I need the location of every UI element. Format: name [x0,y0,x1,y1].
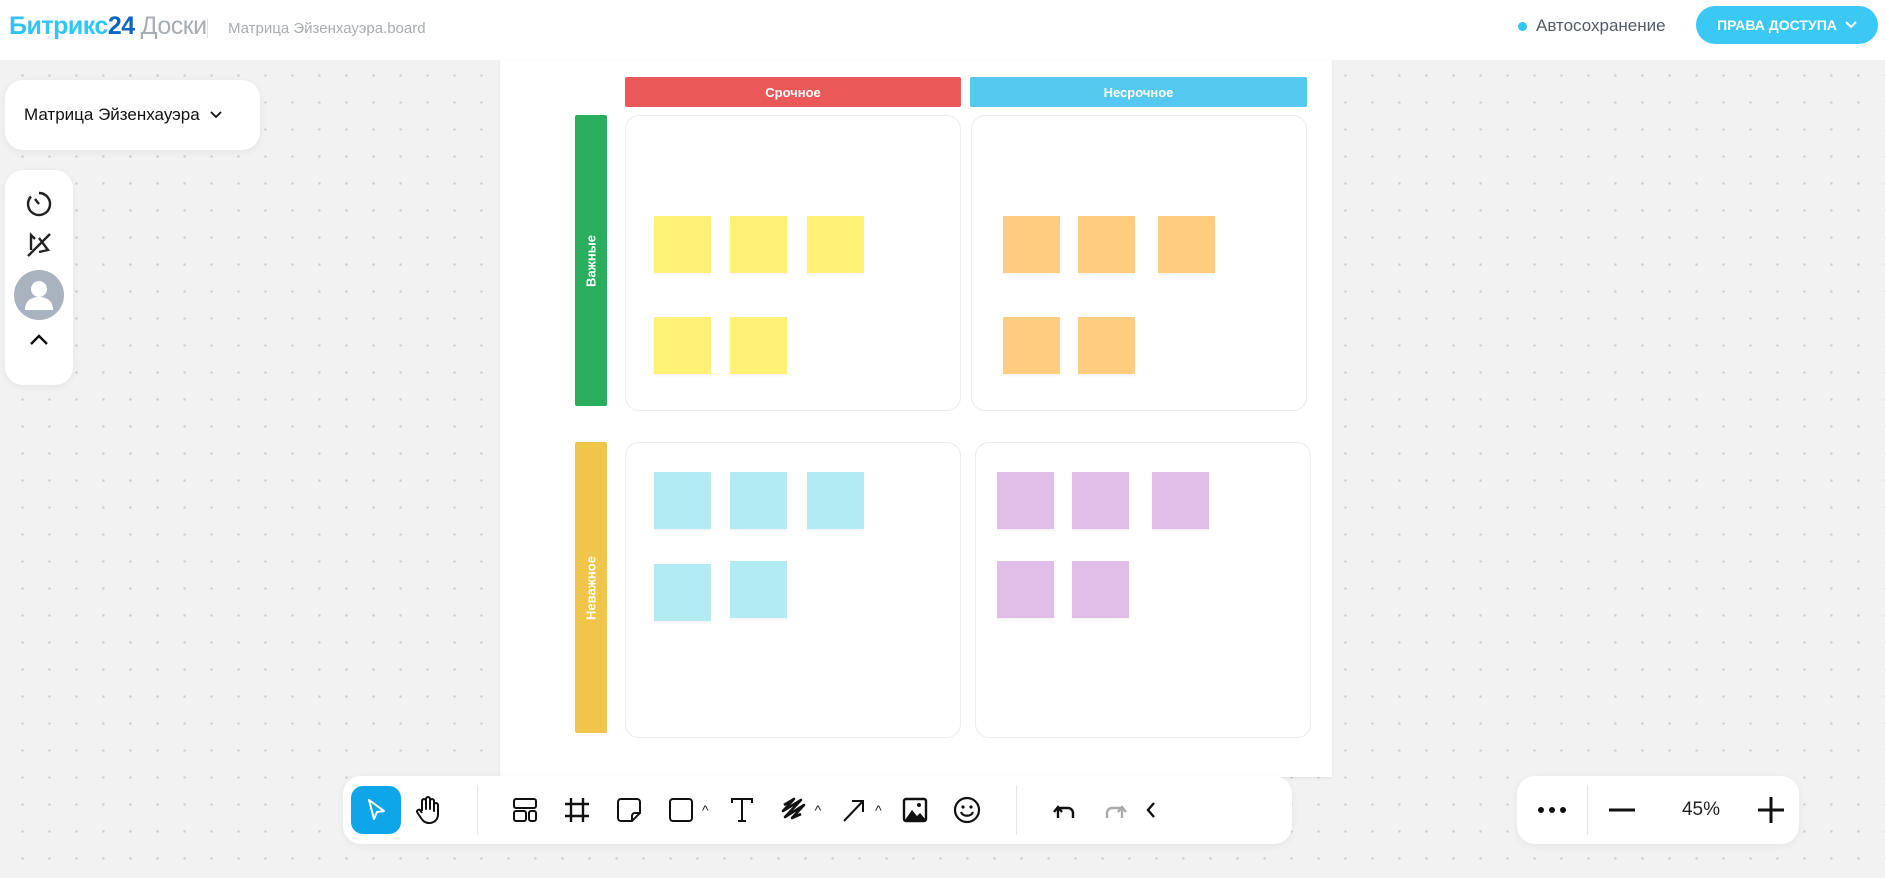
autosave-label: Автосохранение [1536,16,1666,35]
avatar[interactable] [14,270,64,320]
chevron-down-icon [210,111,222,119]
layout-icon [513,798,537,822]
sticky-note[interactable] [654,472,711,529]
collapse-up-icon[interactable] [29,334,49,346]
hand-icon [416,796,439,824]
sticky-note[interactable] [807,216,864,273]
arrow-icon [843,800,865,822]
sticky-note[interactable] [1152,472,1209,529]
chevron-left-icon [1146,802,1155,818]
sticky-note[interactable] [730,216,787,273]
row-label: Неважное [583,555,599,620]
plus-icon [1758,797,1784,823]
undo-button[interactable] [1039,786,1089,834]
board-selector-label: Матрица Эйзенхауэра [24,105,200,124]
column-label: Несрочное [1103,84,1174,100]
bottom-toolbar: ^ ^ ^ [343,776,1292,844]
pen-scribble-icon [781,797,805,820]
arrow-options-caret-icon[interactable]: ^ [875,802,882,818]
sticky-note[interactable] [1003,317,1060,374]
board-selector[interactable]: Матрица Эйзенхауэра [5,80,260,150]
sticky-note-icon [617,798,641,822]
logo-product: Доски [140,12,208,40]
sticky-note[interactable] [654,216,711,273]
image-icon [902,797,927,823]
select-tool[interactable] [351,786,401,834]
sticky-note-tool[interactable] [604,786,654,834]
sticky-note[interactable] [1078,216,1135,273]
zoom-out-button[interactable] [1588,808,1656,812]
status-dot-icon [1518,21,1527,31]
rectangle-icon [669,798,693,822]
arrow-tool[interactable] [829,786,879,834]
follow-off-icon[interactable] [24,230,54,260]
autosave-status: Автосохранение [1518,16,1666,36]
hand-tool[interactable] [403,786,453,834]
sticky-note[interactable] [1158,216,1215,273]
sticky-note[interactable] [730,561,787,618]
zoom-in-button[interactable] [1746,797,1796,823]
column-header-not-urgent[interactable]: Несрочное [970,77,1307,107]
zoom-panel: 45% [1517,776,1799,844]
access-label: ПРАВА ДОСТУПА [1717,17,1837,33]
frame-tool[interactable] [552,786,602,834]
sticky-note[interactable] [1072,472,1129,529]
emoji-tool[interactable] [942,786,992,834]
undo-icon [1052,805,1074,818]
sticky-note[interactable] [654,564,711,621]
redo-icon [1105,805,1127,818]
more-button[interactable] [1517,806,1587,814]
chevron-down-icon [1845,21,1857,29]
more-dots-icon [1538,807,1566,813]
divider [1587,785,1588,835]
timer-icon[interactable] [25,190,53,218]
sticky-note[interactable] [997,561,1054,618]
sticky-note[interactable] [1003,216,1060,273]
text-icon [730,798,753,822]
collapse-toolbar-button[interactable] [1145,800,1157,820]
sticky-note[interactable] [654,317,711,374]
sticky-note[interactable] [807,472,864,529]
divider [1015,785,1017,835]
file-name: Матрица Эйзенхауэра.board [228,20,426,37]
pen-tool[interactable] [769,786,819,834]
board-canvas[interactable]: Срочное Несрочное Важные Неважное [500,60,1332,777]
sticky-note[interactable] [1078,317,1135,374]
sticky-note[interactable] [730,472,787,529]
redo-button[interactable] [1091,786,1141,834]
text-tool[interactable] [717,786,767,834]
quadrant-not-urgent-important[interactable] [971,115,1307,411]
sticky-note[interactable] [730,317,787,374]
row-header-important[interactable]: Важные [575,115,607,406]
logo[interactable]: Битрикс24 Доски [9,12,207,41]
image-tool[interactable] [890,786,940,834]
smiley-icon [953,796,980,824]
left-toolbar [5,170,73,385]
row-header-not-important[interactable]: Неважное [575,442,607,733]
sticky-note[interactable] [1072,561,1129,618]
column-label: Срочное [765,84,821,100]
divider [477,785,478,835]
access-rights-button[interactable]: ПРАВА ДОСТУПА [1696,6,1878,44]
zoom-level: 45% [1681,799,1721,820]
quadrant-urgent-not-important[interactable] [625,442,961,738]
column-header-urgent[interactable]: Срочное [625,77,961,107]
quadrant-not-urgent-not-important[interactable] [975,442,1311,738]
frame-icon [565,798,589,822]
quadrant-urgent-important[interactable] [625,115,961,411]
cursor-icon [368,799,385,820]
sticky-note[interactable] [997,472,1054,529]
shape-tool[interactable] [656,786,706,834]
divider [207,18,208,38]
shape-options-caret-icon[interactable]: ^ [702,802,709,818]
logo-number: 24 [107,12,135,40]
logo-brand: Битрикс [9,12,108,40]
pen-options-caret-icon[interactable]: ^ [814,802,822,818]
header: Битрикс24 Доски Матрица Эйзенхауэра.board… [0,0,1885,60]
minus-icon [1609,808,1635,812]
templates-tool[interactable] [500,786,550,834]
row-label: Важные [583,234,599,287]
